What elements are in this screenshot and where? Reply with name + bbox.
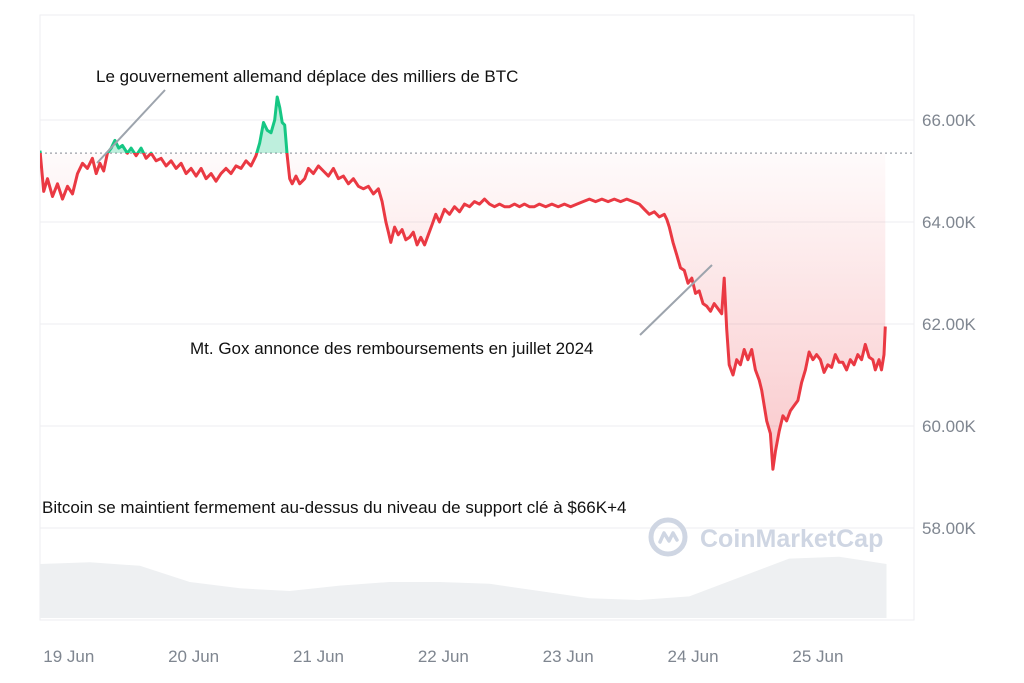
x-tick-label: 24 Jun	[668, 647, 719, 666]
x-tick-label: 20 Jun	[168, 647, 219, 666]
volume-area	[40, 556, 887, 618]
x-tick-label: 23 Jun	[543, 647, 594, 666]
x-tick-label: 19 Jun	[43, 647, 94, 666]
x-tick-label: 22 Jun	[418, 647, 469, 666]
y-tick-label: 60.00K	[922, 417, 977, 436]
annotation-mt-gox: Mt. Gox annonce des remboursements en ju…	[190, 339, 594, 358]
annotation-connector-2	[639, 264, 713, 336]
annotation-connector-1	[96, 89, 166, 164]
y-axis: 66.00K 64.00K 62.00K 60.00K 58.00K	[922, 111, 977, 538]
price-line-down	[40, 153, 887, 471]
y-tick-label: 58.00K	[922, 519, 977, 538]
x-tick-label: 25 Jun	[792, 647, 843, 666]
watermark-text: CoinMarketCap	[700, 525, 883, 553]
annotation-german-government: Le gouvernement allemand déplace des mil…	[96, 67, 518, 86]
price-area-below	[40, 153, 886, 470]
price-area-above	[40, 97, 287, 153]
x-tick-label: 21 Jun	[293, 647, 344, 666]
y-tick-label: 62.00K	[922, 315, 977, 334]
plot-frame	[39, 14, 915, 621]
watermark: CoinMarketCap	[648, 517, 883, 557]
annotation-support-level: Bitcoin se maintient fermement au-dessus…	[42, 498, 626, 517]
x-axis: 19 Jun 20 Jun 21 Jun 22 Jun 23 Jun 24 Jun 25 J…	[43, 647, 843, 666]
y-tick-label: 64.00K	[922, 213, 977, 232]
y-tick-label: 66.00K	[922, 111, 977, 130]
coinmarketcap-logo-icon	[648, 517, 688, 557]
